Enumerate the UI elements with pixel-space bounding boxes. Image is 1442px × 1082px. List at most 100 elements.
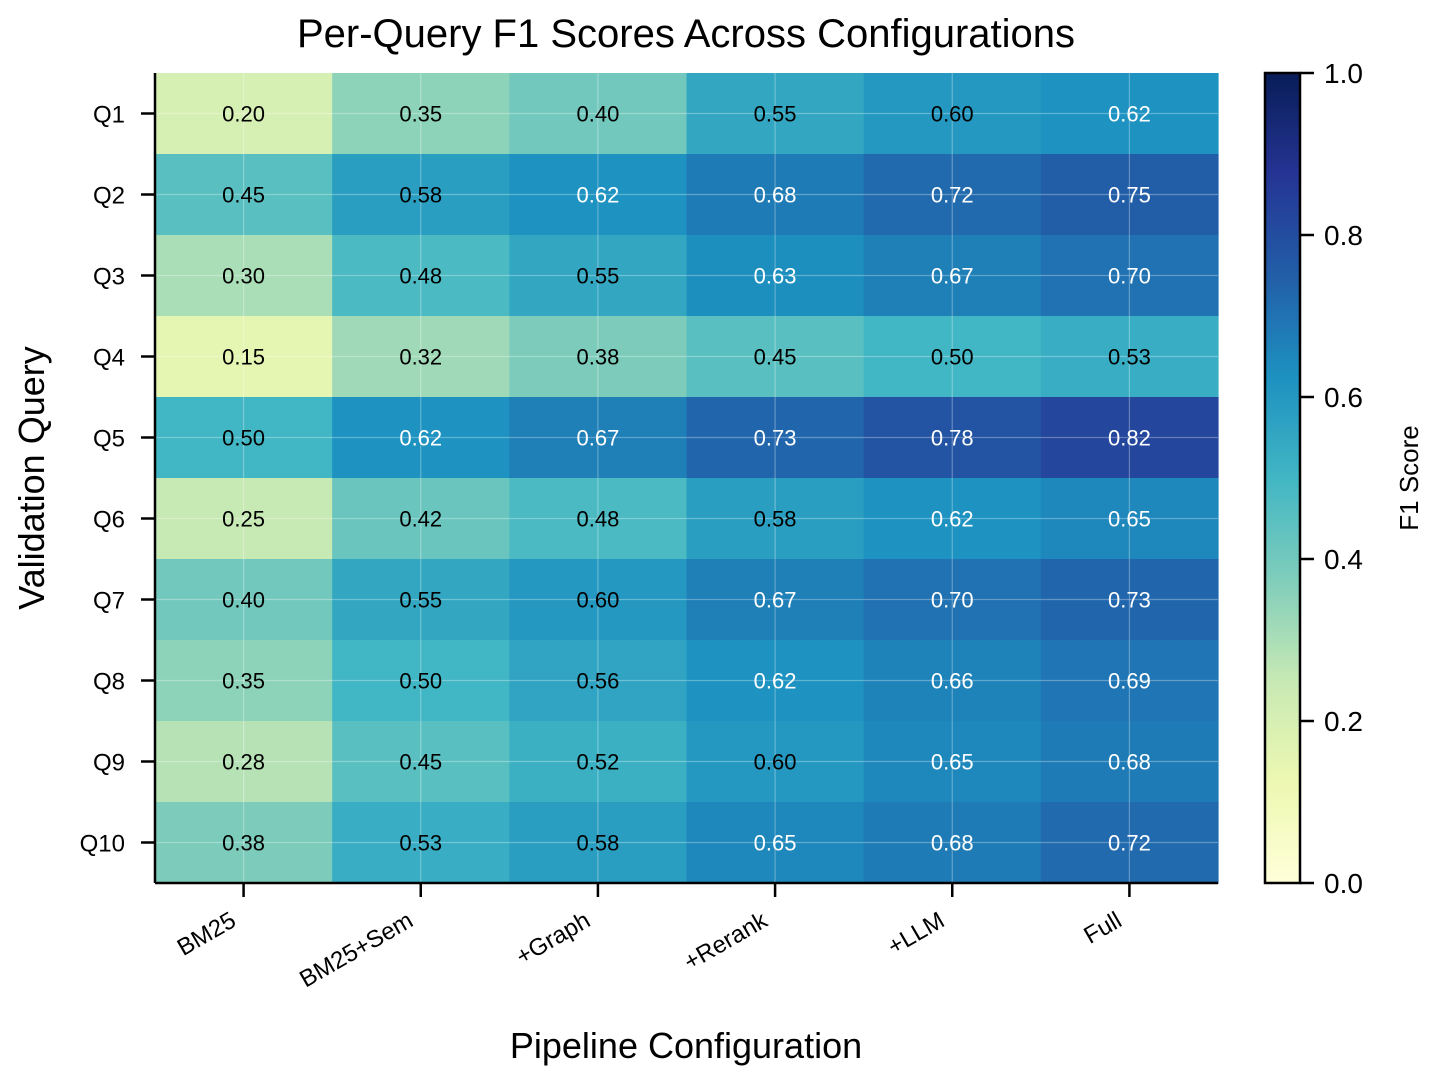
heatmap-cell bbox=[509, 478, 688, 560]
heatmap-cell-labels: 0.20 0.35 0.40 0.55 0.60 0.62 0.45 0.58 0.62 0.68… bbox=[222, 102, 1151, 856]
heatmap-cell bbox=[509, 73, 688, 155]
cell-value-label: 0.50 bbox=[399, 669, 442, 694]
cell-value-label: 0.70 bbox=[931, 588, 974, 613]
heatmap-cell bbox=[332, 73, 510, 155]
x-tick-label: +Graph bbox=[512, 907, 595, 971]
cell-value-label: 0.62 bbox=[931, 507, 974, 532]
heatmap-cell bbox=[686, 316, 865, 398]
x-tick-label: +Rerank bbox=[679, 906, 773, 976]
cell-value-label: 0.42 bbox=[399, 507, 442, 532]
cell-value-label: 0.56 bbox=[577, 669, 620, 694]
cell-value-label: 0.73 bbox=[1108, 588, 1151, 613]
heatmap-cells bbox=[155, 73, 1219, 884]
cell-value-label: 0.52 bbox=[577, 750, 620, 775]
heatmap-cell bbox=[686, 640, 865, 722]
y-tick-label: Q8 bbox=[93, 669, 125, 696]
heatmap-cell bbox=[863, 559, 1042, 641]
colorbar-tick-label: 0.6 bbox=[1324, 382, 1363, 413]
x-tick-label: BM25+Sem bbox=[295, 907, 418, 993]
cell-value-label: 0.72 bbox=[1108, 831, 1151, 856]
cell-value-label: 0.60 bbox=[931, 102, 974, 127]
x-tick-label: Full bbox=[1079, 907, 1126, 950]
heatmap-cell bbox=[509, 640, 688, 722]
heatmap-cell bbox=[686, 802, 865, 884]
cell-value-label: 0.68 bbox=[754, 183, 797, 208]
y-tick-label: Q7 bbox=[93, 588, 125, 615]
heatmap-cell bbox=[1040, 478, 1219, 560]
y-tick-label: Q2 bbox=[93, 183, 125, 210]
cell-value-label: 0.58 bbox=[399, 183, 442, 208]
heatmap-cell bbox=[155, 802, 333, 884]
cell-value-label: 0.55 bbox=[577, 264, 620, 289]
heatmap-cell bbox=[509, 235, 688, 317]
cell-value-label: 0.67 bbox=[931, 264, 974, 289]
cell-value-label: 0.82 bbox=[1108, 426, 1151, 451]
cell-value-label: 0.15 bbox=[222, 345, 265, 370]
cell-value-label: 0.62 bbox=[577, 183, 620, 208]
heatmap-cell bbox=[1040, 397, 1219, 479]
y-axis-ticks: Q1 Q2 Q3 Q4 Q5 Q6 Q7 Q8 Q9 Q10 bbox=[80, 102, 155, 858]
heatmap-cell bbox=[1040, 640, 1219, 722]
cell-value-label: 0.53 bbox=[399, 831, 442, 856]
heatmap-cell bbox=[155, 559, 333, 641]
y-tick-label: Q9 bbox=[93, 750, 125, 777]
cell-value-label: 0.45 bbox=[222, 183, 265, 208]
heatmap-cell bbox=[863, 316, 1042, 398]
cell-value-label: 0.25 bbox=[222, 507, 265, 532]
heatmap-cell bbox=[332, 802, 510, 884]
heatmap-cell bbox=[863, 235, 1042, 317]
cell-value-label: 0.38 bbox=[577, 345, 620, 370]
cell-value-label: 0.66 bbox=[931, 669, 974, 694]
cell-value-label: 0.65 bbox=[1108, 507, 1151, 532]
cell-value-label: 0.20 bbox=[222, 102, 265, 127]
heatmap-gridlines bbox=[155, 73, 1218, 883]
y-tick-label: Q3 bbox=[93, 264, 125, 291]
cell-value-label: 0.62 bbox=[1108, 102, 1151, 127]
heatmap-cell bbox=[332, 316, 510, 398]
cell-value-label: 0.70 bbox=[1108, 264, 1151, 289]
heatmap-cell bbox=[1040, 559, 1219, 641]
heatmap-cell bbox=[863, 478, 1042, 560]
heatmap-cell bbox=[155, 154, 333, 236]
heatmap-cell bbox=[686, 235, 865, 317]
colorbar-label: F1 Score bbox=[1394, 425, 1424, 531]
cell-value-label: 0.48 bbox=[577, 507, 620, 532]
cell-value-label: 0.28 bbox=[222, 750, 265, 775]
cell-value-label: 0.40 bbox=[222, 588, 265, 613]
heatmap-cell bbox=[863, 154, 1042, 236]
heatmap-cell bbox=[509, 316, 688, 398]
colorbar bbox=[1263, 71, 1302, 885]
heatmap-cell bbox=[332, 397, 510, 479]
cell-value-label: 0.35 bbox=[222, 669, 265, 694]
cell-value-label: 0.50 bbox=[931, 345, 974, 370]
heatmap-cell bbox=[863, 640, 1042, 722]
colorbar-tick-label: 0.4 bbox=[1324, 544, 1363, 575]
cell-value-label: 0.35 bbox=[399, 102, 442, 127]
heatmap-cell bbox=[863, 73, 1042, 155]
cell-value-label: 0.63 bbox=[754, 264, 797, 289]
y-tick-label: Q6 bbox=[93, 507, 125, 534]
heatmap-cell bbox=[1040, 154, 1219, 236]
heatmap-cell bbox=[509, 802, 688, 884]
heatmap-cell bbox=[1040, 802, 1219, 884]
heatmap-cell bbox=[509, 154, 688, 236]
cell-value-label: 0.50 bbox=[222, 426, 265, 451]
heatmap-cell bbox=[332, 559, 510, 641]
heatmap-cell bbox=[686, 559, 865, 641]
heatmap-cell bbox=[686, 154, 865, 236]
heatmap-cell bbox=[155, 235, 333, 317]
cell-value-label: 0.78 bbox=[931, 426, 974, 451]
heatmap-cell bbox=[155, 316, 333, 398]
y-tick-label: Q5 bbox=[93, 426, 125, 453]
heatmap-cell bbox=[155, 73, 333, 155]
colorbar-tick-label: 0.2 bbox=[1324, 706, 1363, 737]
colorbar-tick-label: 0.0 bbox=[1324, 868, 1363, 899]
colorbar-tick-label: 1.0 bbox=[1324, 58, 1363, 89]
heatmap-cell bbox=[1040, 235, 1219, 317]
x-tick-label: +LLM bbox=[883, 907, 949, 961]
y-tick-label: Q1 bbox=[93, 102, 125, 129]
heatmap-cell bbox=[686, 397, 865, 479]
heatmap-cell bbox=[509, 397, 688, 479]
heatmap-cell bbox=[1040, 73, 1219, 155]
